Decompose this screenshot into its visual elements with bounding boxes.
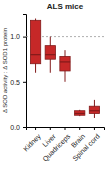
tick-mark	[94, 127, 95, 130]
tick-label: 1.0	[10, 33, 20, 40]
plot-area	[26, 19, 104, 118]
x-axis: KidneyLiverQuadricepsBrainSpinal cord	[22, 127, 105, 163]
tick-label: Kidney	[22, 132, 43, 153]
y-axis-title: Δ SOD activity : Δ SOD1 protein	[2, 28, 8, 113]
tick-mark	[50, 127, 51, 130]
tick-mark	[79, 127, 80, 130]
tick-label: Spinal cord	[71, 132, 101, 162]
tick-label: 0.5	[10, 79, 20, 86]
axis-line	[27, 128, 105, 131]
axis-line	[23, 15, 27, 128]
box	[60, 56, 70, 70]
tick: 1.0	[10, 33, 26, 40]
box	[45, 46, 55, 60]
chart: ALS miceΔ SOD activity : Δ SOD1 protein0…	[0, 0, 107, 189]
tick-mark	[23, 127, 26, 128]
box-group	[89, 100, 99, 118]
tick-label: 0.0	[10, 124, 20, 131]
box	[75, 111, 85, 116]
tick-mark	[65, 127, 66, 130]
median	[30, 54, 40, 55]
tick: Quadriceps	[41, 127, 72, 163]
tick-mark	[35, 127, 36, 130]
y-axis: 0.0 0.5 1.0	[10, 15, 26, 131]
median	[89, 110, 99, 111]
box	[89, 106, 99, 113]
median	[75, 113, 85, 114]
tick: Spinal cord	[71, 127, 101, 163]
tick-mark	[23, 82, 26, 83]
tick: Kidney	[22, 127, 43, 153]
tick-mark	[23, 37, 26, 38]
tick-label: Quadriceps	[41, 132, 72, 163]
box-group	[75, 110, 85, 116]
median	[60, 61, 70, 62]
box-group	[60, 50, 70, 82]
median	[45, 54, 55, 55]
box-group	[45, 37, 55, 73]
box	[30, 20, 40, 63]
tick: 0.5	[10, 79, 26, 86]
tick: 0.0	[10, 124, 26, 131]
title: ALS mice	[47, 2, 84, 11]
box-group	[30, 19, 40, 73]
